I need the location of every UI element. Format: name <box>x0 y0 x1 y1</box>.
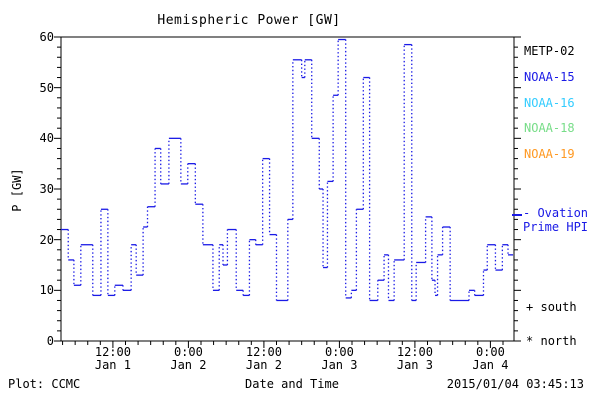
y-tick-label-50: 50 <box>39 80 54 95</box>
y-tick-label-60: 60 <box>39 30 54 44</box>
x-tick-time: 0:00 <box>324 345 354 359</box>
plot-credit: Plot: CCMC <box>8 377 81 391</box>
x-tick-date: Jan 1 <box>94 358 131 372</box>
x-tick-label-jan-4-000: 0:00 Jan 4 <box>458 346 522 372</box>
legend-south-label: south <box>540 300 577 314</box>
y-tick-label-30: 30 <box>39 182 54 196</box>
legend-noaa-16: NOAA-16 <box>524 95 575 110</box>
ovation-legend: - Ovation Prime HPI <box>523 206 588 234</box>
x-axis-title: Date and Time <box>245 377 339 391</box>
legend-noaa-15: NOAA-15 <box>524 69 575 84</box>
x-tick-date: Jan 2 <box>245 358 282 372</box>
x-tick-time: 12:00 <box>94 345 131 359</box>
asterisk-symbol-icon: * <box>526 334 534 348</box>
x-tick-date: Jan 3 <box>321 358 358 372</box>
legend-noaa-18: NOAA-18 <box>524 121 575 136</box>
y-tick-label-10: 10 <box>39 283 54 298</box>
legend-north: * north <box>526 334 577 348</box>
x-tick-time: 12:00 <box>396 345 433 359</box>
ovation-legend-line1: - Ovation <box>523 206 589 220</box>
y-tick-label-0: 0 <box>46 334 54 348</box>
chart-title: Hemispheric Power [GW] <box>157 13 341 28</box>
plot-timestamp: 2015/01/04 03:45:13 <box>446 377 584 391</box>
x-tick-date: Jan 2 <box>170 358 207 372</box>
plus-symbol-icon: + <box>526 300 534 314</box>
y-tick-label-20: 20 <box>39 232 54 247</box>
x-tick-label-jan-1-1200: 12:00 Jan 1 <box>81 346 145 372</box>
legend-north-label: north <box>540 334 577 348</box>
x-tick-label-jan-2-000: 0:00 Jan 2 <box>156 346 220 372</box>
x-tick-time: 0:00 <box>475 345 505 359</box>
x-tick-date: Jan 4 <box>472 358 509 372</box>
x-tick-time: 12:00 <box>245 345 282 359</box>
legend-metp-02: METP-02 <box>524 44 575 58</box>
legend-south: + south <box>526 300 577 314</box>
ovation-legend-line2: Prime HPI <box>523 220 589 234</box>
ovation-line-sample-icon <box>512 214 522 216</box>
x-tick-date: Jan 3 <box>396 358 433 372</box>
legend-noaa-19: NOAA-19 <box>524 147 575 162</box>
x-tick-time: 0:00 <box>173 345 203 359</box>
x-tick-label-jan-3-000: 0:00 Jan 3 <box>307 346 371 372</box>
y-tick-label-40: 40 <box>39 131 54 146</box>
x-tick-label-jan-3-1200: 12:00 Jan 3 <box>383 346 447 372</box>
x-tick-label-jan-2-1200: 12:00 Jan 2 <box>232 346 296 372</box>
